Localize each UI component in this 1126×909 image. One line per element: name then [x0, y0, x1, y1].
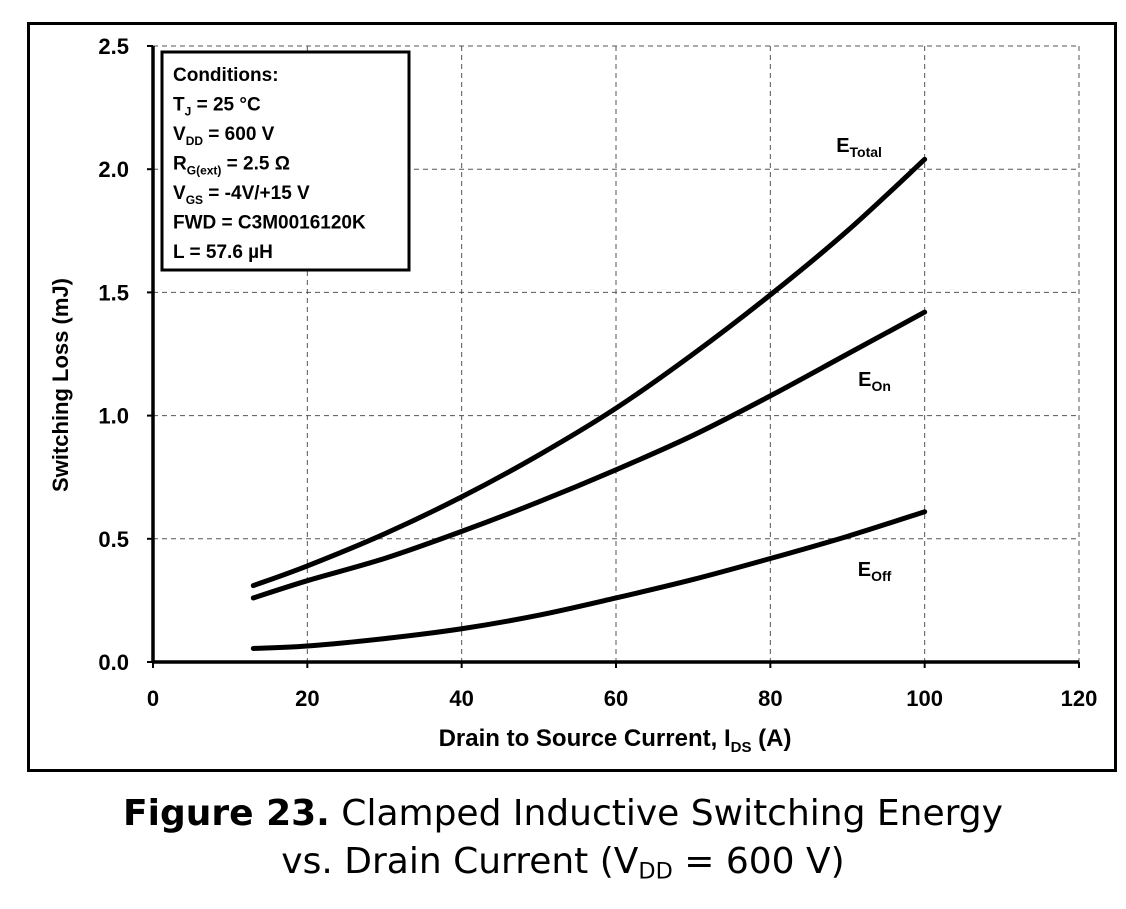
x-axis-label: Drain to Source Current, IDS (A) [439, 725, 792, 756]
chart-frame [27, 22, 1117, 772]
caption-line2-prefix: vs. Drain Current (V [281, 841, 639, 882]
series-labels: ETotal EOn EOff [836, 135, 891, 584]
x-tick-label: 20 [295, 686, 319, 711]
series-line-e-on [250, 309, 928, 601]
x-tick-label: 80 [758, 686, 782, 711]
series-label-e-total: ETotal [836, 135, 882, 160]
conditions-line: Conditions: [173, 65, 279, 86]
x-tick-label: 60 [604, 686, 628, 711]
caption-line-2: vs. Drain Current (VDD = 600 V) [0, 838, 1126, 886]
y-tick-label: 0.5 [98, 527, 129, 552]
conditions-box: Conditions: TJ = 25 °C VDD = 600 V RG(ext) … [160, 50, 411, 272]
tick-labels: 0 20 40 60 80 100 120 0.0 0.5 1.0 1.5 2.0 2.5 [98, 34, 1097, 711]
conditions-line: VGS = -4V/+15 V [173, 183, 310, 207]
conditions-line: FWD = C3M0016120K [173, 213, 366, 234]
conditions-box-border [160, 50, 411, 272]
y-tick-label: 2.5 [98, 34, 129, 59]
y-axis-label: Switching Loss (mJ) [48, 278, 73, 492]
x-tick-label: 0 [147, 686, 159, 711]
caption-line2-sub: DD [638, 858, 673, 885]
conditions-line: TJ = 25 °C [173, 95, 261, 119]
y-tick-label: 2.0 [98, 157, 129, 182]
conditions-line: RG(ext) = 2.5 Ω [173, 154, 290, 178]
series-line-e-off [250, 509, 928, 651]
y-tick-label: 1.5 [98, 280, 129, 305]
caption-line2-suffix: = 600 V) [672, 841, 845, 882]
conditions-line: VDD = 600 V [173, 124, 275, 148]
x-tick-label: 120 [1061, 686, 1098, 711]
y-tick-label: 0.0 [98, 650, 129, 675]
axes [147, 45, 1080, 668]
series-lines [250, 156, 928, 651]
figure-caption: Figure 23. Clamped Inductive Switching E… [0, 790, 1126, 886]
x-tick-label: 100 [906, 686, 943, 711]
figure-number: Figure 23. [123, 793, 330, 834]
series-label-e-off: EOff [858, 559, 892, 584]
x-tick-label: 40 [449, 686, 473, 711]
caption-title: Clamped Inductive Switching Energy [329, 793, 1003, 834]
series-line-e-total [250, 156, 928, 589]
series-label-e-on: EOn [858, 369, 891, 394]
caption-line-1: Figure 23. Clamped Inductive Switching E… [0, 790, 1126, 838]
conditions-line: L = 57.6 µH [173, 242, 273, 263]
y-tick-label: 1.0 [98, 404, 129, 429]
